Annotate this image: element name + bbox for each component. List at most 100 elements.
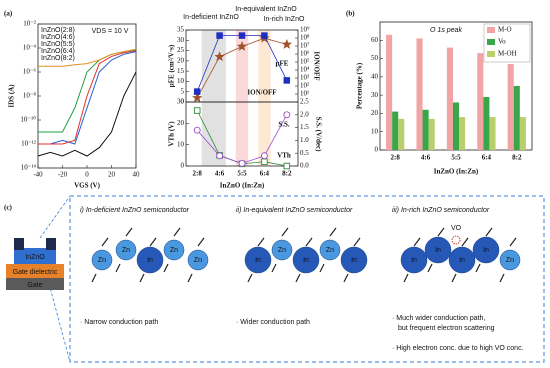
atom: [244, 246, 272, 274]
bond: [305, 237, 313, 247]
box-note: · Much wider conduction path,: [392, 315, 485, 322]
star-marker: [281, 39, 292, 49]
bond: [451, 273, 457, 283]
bond: [475, 263, 481, 273]
box-note: · High electron conc. due to high VO con…: [392, 345, 524, 352]
annotation: VDS = 10 V: [92, 28, 129, 35]
bond: [91, 273, 97, 283]
y-tick-label: 0: [181, 162, 185, 170]
bond: [499, 273, 505, 283]
bar: [507, 64, 514, 150]
atom: [187, 249, 209, 271]
box-title: i) In-deficient InZnO semiconductor: [80, 207, 190, 214]
chart-title: O 1s peak: [430, 27, 462, 34]
star-marker: [236, 41, 248, 51]
bond: [295, 273, 301, 283]
zoom-line: [39, 195, 71, 239]
source-contact: [14, 238, 24, 250]
y2-tick-label: 2.0: [300, 110, 309, 118]
series-line: [37, 71, 137, 157]
bond: [173, 227, 181, 237]
bar: [428, 118, 435, 150]
circle-marker: [238, 159, 246, 167]
bar: [422, 109, 429, 150]
atom-label: Zn: [278, 247, 286, 254]
y-tick-label: 10⁻¹⁴: [21, 164, 37, 172]
y2-tick-label: 10⁹: [300, 26, 310, 34]
x-axis-label: InZnO (In:Zn): [220, 182, 265, 190]
x-tick-label: 4:6: [215, 170, 225, 178]
series-label: S.S.: [278, 121, 290, 129]
y-axis-label: Percentage (%): [356, 62, 364, 109]
atom: [424, 236, 452, 264]
bond: [329, 227, 337, 237]
x-tick-label: 6:4: [260, 170, 270, 178]
atom: [292, 246, 320, 274]
atom: [400, 246, 428, 274]
series-line: [38, 51, 137, 145]
atom-label: In: [351, 257, 357, 264]
atom-label: In: [255, 257, 261, 264]
atom: [499, 249, 521, 271]
x-tick-label: 2:8: [391, 154, 401, 162]
atom-label: In: [303, 257, 309, 264]
x-tick-label: 4:6: [421, 154, 431, 162]
atom-label: In: [435, 247, 441, 254]
bar: [446, 47, 453, 150]
region-shade: [258, 30, 271, 166]
vacancy-label: VO: [451, 225, 462, 232]
y2-tick-label: 10⁷: [300, 42, 310, 50]
x-tick-label: 8:2: [512, 154, 522, 162]
bond: [509, 237, 517, 247]
y-tick-label: 5: [181, 87, 185, 95]
legend-swatch: [487, 27, 495, 33]
bond: [271, 263, 277, 273]
y-axis-label: μFE (cm²/V·s): [168, 44, 176, 87]
atom: [163, 239, 185, 261]
y-tick-label: 30: [177, 36, 185, 44]
y-tick-label: 20: [177, 56, 185, 64]
atom: [472, 236, 500, 264]
bar: [513, 86, 520, 150]
x-tick-label: -40: [33, 171, 43, 179]
square-marker: [193, 88, 201, 95]
legend-entry: InZnO(4:6): [41, 34, 75, 41]
region-label: In-rich InZnO: [264, 16, 305, 23]
y-tick-label: 40: [371, 72, 379, 80]
device-label: Gate dielectric: [13, 269, 58, 276]
box-title: ii) In-equivalent InZnO semiconductor: [236, 207, 353, 214]
square-marker: [283, 162, 291, 170]
box-note: · Narrow conduction path: [80, 319, 158, 326]
bar: [392, 111, 399, 150]
y-tick-label: 20: [371, 109, 379, 117]
y-axis-label: IDS (A): [8, 84, 16, 108]
y2-tick-label: 0.0: [300, 162, 309, 170]
y-tick-label: 10⁻⁴: [23, 44, 37, 52]
y-tick-label: 10⁻²: [23, 20, 36, 28]
bar: [416, 38, 423, 151]
bond: [149, 237, 157, 247]
legend-entry: InZnO(8:2): [41, 55, 75, 62]
y2-tick-label: 2.5: [300, 98, 309, 106]
bond: [461, 237, 469, 247]
x-tick-label: 5:5: [451, 154, 461, 162]
device-label: InZnO: [25, 254, 45, 261]
panel-label: (a): [4, 10, 13, 18]
y-tick-label: 30: [177, 98, 185, 106]
legend-swatch: [487, 51, 495, 57]
bond: [427, 263, 433, 273]
x-tick-label: 40: [133, 171, 141, 179]
atom-label: Zn: [194, 257, 202, 264]
atom-label: Zn: [170, 247, 178, 254]
star-marker: [214, 51, 225, 62]
drain-contact: [46, 238, 56, 250]
series-line: [38, 50, 137, 145]
box-note: but frequent electron scattering: [398, 325, 495, 332]
y2-tick-label: 10⁴: [300, 66, 310, 74]
legend-entry: M-OH: [498, 50, 517, 58]
circle-marker: [260, 152, 268, 160]
atom: [136, 246, 164, 274]
square-marker: [261, 32, 268, 39]
dielectric-layer: [6, 264, 64, 278]
